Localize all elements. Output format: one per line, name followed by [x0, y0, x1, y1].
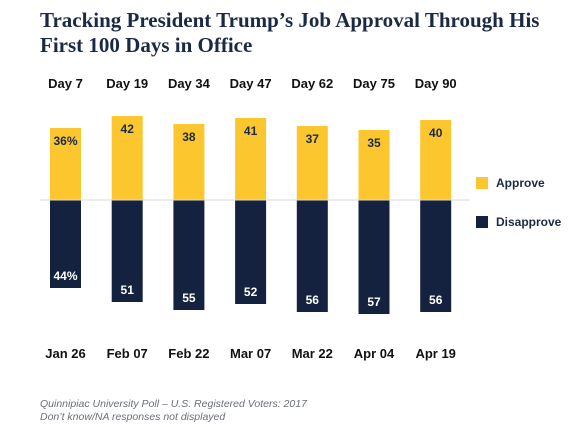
approve-value-mar-07: 41 [244, 124, 258, 138]
legend-label-approve: Approve [496, 176, 545, 190]
disapprove-bar-feb-22 [173, 200, 205, 310]
chart-title-line-1: Tracking President Trump’s Job Approval … [40, 8, 540, 32]
day-label-apr-19: Day 90 [415, 76, 457, 91]
disapprove-bar-feb-07 [111, 200, 143, 302]
legend-label-disapprove: Disapprove [496, 215, 562, 229]
chart-title-line-2: First 100 Days in Office [40, 33, 253, 57]
bar-chart: Day 7 Day 19 Day 34 Day 47 Day 62 Day 75 Day 9… [40, 76, 470, 361]
day-label-apr-04: Day 75 [353, 76, 395, 91]
approve-bar-apr-19 [420, 120, 452, 200]
legend-swatch-disapprove [476, 216, 488, 228]
disapprove-value-feb-07: 51 [121, 283, 135, 297]
approve-bar-mar-22 [296, 126, 328, 200]
note-line: Don’t know/NA responses not displayed [40, 411, 226, 423]
approve-bar-apr-04 [358, 130, 390, 200]
source-note: Quinnipiac University Poll – U.S. Regist… [40, 398, 307, 424]
approve-value-mar-22: 37 [306, 132, 320, 146]
approve-value-feb-22: 38 [182, 130, 196, 144]
bars: 36% 44% 42 51 38 55 41 52 37 56 35 57 40 56 [50, 116, 452, 314]
approve-bar-jan-26 [50, 128, 81, 200]
day-labels: Day 7 Day 19 Day 34 Day 47 Day 62 Day 75 Day 9… [48, 76, 457, 91]
disapprove-value-feb-22: 55 [182, 291, 196, 305]
disapprove-bar-jan-26 [50, 200, 81, 288]
disapprove-bar-apr-19 [420, 200, 452, 312]
approve-value-apr-19: 40 [429, 126, 443, 140]
date-label-jan-26: Jan 26 [45, 346, 85, 361]
disapprove-value-apr-04: 57 [367, 295, 381, 309]
legend-item-approve: Approve [476, 176, 545, 190]
date-label-mar-07: Mar 07 [230, 346, 271, 361]
legend-item-disapprove: Disapprove [476, 215, 561, 229]
legend-swatch-approve [476, 177, 488, 189]
approve-value-feb-07: 42 [121, 122, 135, 136]
disapprove-bar-mar-22 [296, 200, 328, 312]
day-label-jan-26: Day 7 [48, 76, 83, 91]
disapprove-bar-apr-04 [358, 200, 390, 314]
day-label-feb-22: Day 34 [168, 76, 211, 91]
approve-bar-feb-07 [111, 116, 143, 200]
day-label-feb-07: Day 19 [106, 76, 148, 91]
disapprove-value-apr-19: 56 [429, 293, 443, 307]
approve-value-jan-26: 36% [53, 134, 77, 148]
date-label-feb-07: Feb 07 [107, 346, 148, 361]
date-label-apr-04: Apr 04 [354, 346, 395, 361]
approve-value-apr-04: 35 [367, 136, 381, 150]
approve-bar-feb-22 [173, 124, 205, 200]
disapprove-value-mar-22: 56 [306, 293, 320, 307]
disapprove-bar-mar-07 [235, 200, 267, 304]
source-line: Quinnipiac University Poll – U.S. Regist… [40, 398, 307, 410]
date-label-mar-22: Mar 22 [292, 346, 333, 361]
disapprove-value-jan-26: 44% [53, 269, 77, 283]
day-label-mar-22: Day 62 [291, 76, 333, 91]
date-label-feb-22: Feb 22 [168, 346, 209, 361]
approve-bar-mar-07 [235, 118, 267, 200]
date-labels: Jan 26 Feb 07 Feb 22 Mar 07 Mar 22 Apr 04 Apr … [45, 346, 456, 361]
disapprove-value-mar-07: 52 [244, 285, 258, 299]
date-label-apr-19: Apr 19 [415, 346, 455, 361]
chart-title: Tracking President Trump’s Job Approval … [40, 8, 560, 58]
day-label-mar-07: Day 47 [230, 76, 272, 91]
